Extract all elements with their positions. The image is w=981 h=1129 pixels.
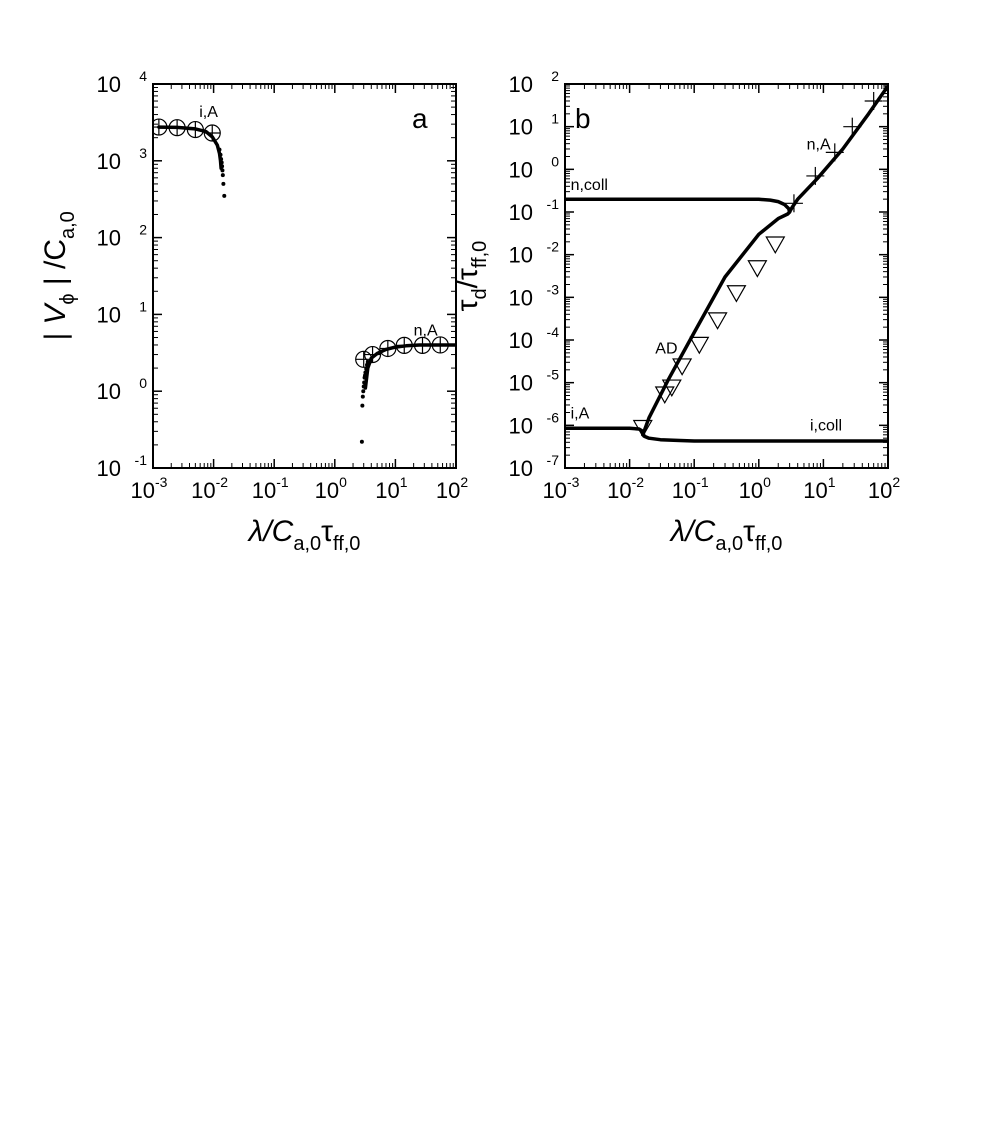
data-point-dot: [221, 181, 226, 186]
y-tick-label: 10 -4: [509, 324, 560, 353]
y-tick-label: 10 -7: [509, 452, 560, 481]
curve-annotation: AD: [655, 341, 677, 358]
y-tick-label: 10 1: [509, 111, 560, 140]
x-tick-label: 101: [375, 474, 407, 503]
x-tick-label: 10-2: [607, 474, 644, 503]
y-tick-label: 10 -5: [509, 367, 560, 396]
data-point-dot: [359, 439, 364, 444]
y-tick-label: 10 -6: [509, 409, 560, 438]
data-point-triangle: [689, 336, 710, 355]
data-point-circle-plus: [363, 345, 382, 364]
x-tick-label: 10-3: [543, 474, 580, 503]
series-line: [641, 210, 792, 437]
plot-frame: [564, 83, 889, 469]
data-point-dot: [361, 384, 366, 389]
data-point-dot: [219, 157, 224, 162]
data-point-dot: [220, 164, 225, 169]
data-point-circle-plus: [413, 336, 432, 354]
data-point-triangle: [707, 312, 728, 330]
x-tick-label: 101: [803, 474, 835, 503]
data-point-circle-plus: [395, 336, 413, 354]
plot-area: [565, 84, 888, 443]
data-point-triangle: [654, 386, 675, 404]
data-point-circle-plus: [203, 124, 221, 142]
data-point-circle-plus: [379, 339, 397, 358]
curve-annotation: i,A: [571, 405, 590, 422]
panel-label: a: [412, 103, 428, 134]
x-tick-label: 102: [436, 474, 468, 503]
data-point-dot: [364, 366, 369, 371]
data-point-dot: [222, 193, 227, 198]
data-point-plus: [806, 166, 825, 185]
series-line: [565, 426, 888, 443]
data-point-triangle: [632, 419, 653, 438]
x-tick-label: 10-1: [672, 474, 709, 503]
data-point-plus: [784, 194, 803, 213]
data-point-circle-plus: [153, 118, 168, 136]
x-tick-label: 102: [868, 474, 900, 503]
data-point-dot: [360, 394, 365, 399]
data-point-triangle: [672, 358, 693, 376]
data-point-dot: [362, 380, 367, 385]
y-tick-label: 10 4: [97, 68, 148, 97]
y-tick-label: 10 0: [97, 375, 148, 404]
panel-b-chart: 10-3 10-2 10-1 100 101 102 10-7 10-6 10-5 10 -4 10-…: [451, 68, 900, 555]
data-point-dot: [220, 173, 225, 178]
data-point-triangle: [661, 379, 682, 398]
y-tick-label: 10 -3: [509, 281, 560, 310]
panel-label: b: [575, 103, 591, 134]
data-point-dot: [360, 403, 365, 408]
y-axis-title: τd/τff,0: [451, 241, 491, 312]
data-point-plus: [864, 91, 883, 110]
data-point-triangle: [765, 236, 786, 254]
y-axis-title: | Vϕ | /Ca,0: [39, 211, 79, 341]
data-point-circle-plus: [186, 120, 204, 139]
data-point-dot: [363, 370, 368, 375]
x-axis-title: λ/Ca,0τff,0: [247, 515, 361, 555]
y-tick-label: 10 -1: [97, 452, 148, 481]
series-line: [565, 84, 888, 214]
data-point-circle-plus: [431, 336, 449, 354]
y-tick-label: 10 1: [97, 298, 148, 327]
curve-annotation: i,coll: [810, 417, 842, 434]
data-point-triangle: [726, 285, 747, 303]
y-tick-label: 10 0: [509, 153, 560, 182]
y-tick-label: 10 2: [97, 222, 148, 251]
y-tick-label: 10 3: [97, 145, 148, 174]
x-tick-label: 10-3: [131, 474, 168, 503]
curve-annotation: n,A: [807, 137, 831, 154]
data-point-dot: [217, 147, 222, 152]
curve-annotation: i,A: [199, 104, 218, 121]
x-tick-label: 10-1: [252, 474, 289, 503]
y-tick-label: 10 -2: [509, 239, 560, 268]
x-tick-label: 100: [739, 474, 771, 503]
plot-area: [153, 118, 456, 444]
curve-annotation: n,coll: [571, 177, 608, 194]
data-point-dot: [361, 389, 366, 394]
data-point-plus: [843, 117, 862, 136]
x-tick-label: 100: [315, 474, 347, 503]
x-tick-label: 10-2: [191, 474, 228, 503]
data-point-dot: [219, 160, 224, 165]
data-point-circle-plus: [355, 350, 373, 368]
y-tick-label: 10 -1: [509, 196, 560, 225]
plot-frame: [152, 83, 457, 469]
data-point-plus: [825, 143, 844, 162]
data-point-circle-plus: [168, 119, 186, 137]
y-tick-label: 10 2: [509, 68, 560, 97]
x-axis-title: λ/Ca,0τff,0: [669, 515, 783, 555]
data-point-dot: [362, 373, 367, 378]
curve-annotation: n,A: [414, 323, 438, 340]
data-point-dot: [218, 152, 223, 157]
data-point-dot: [220, 168, 225, 173]
data-point-triangle: [747, 260, 768, 278]
